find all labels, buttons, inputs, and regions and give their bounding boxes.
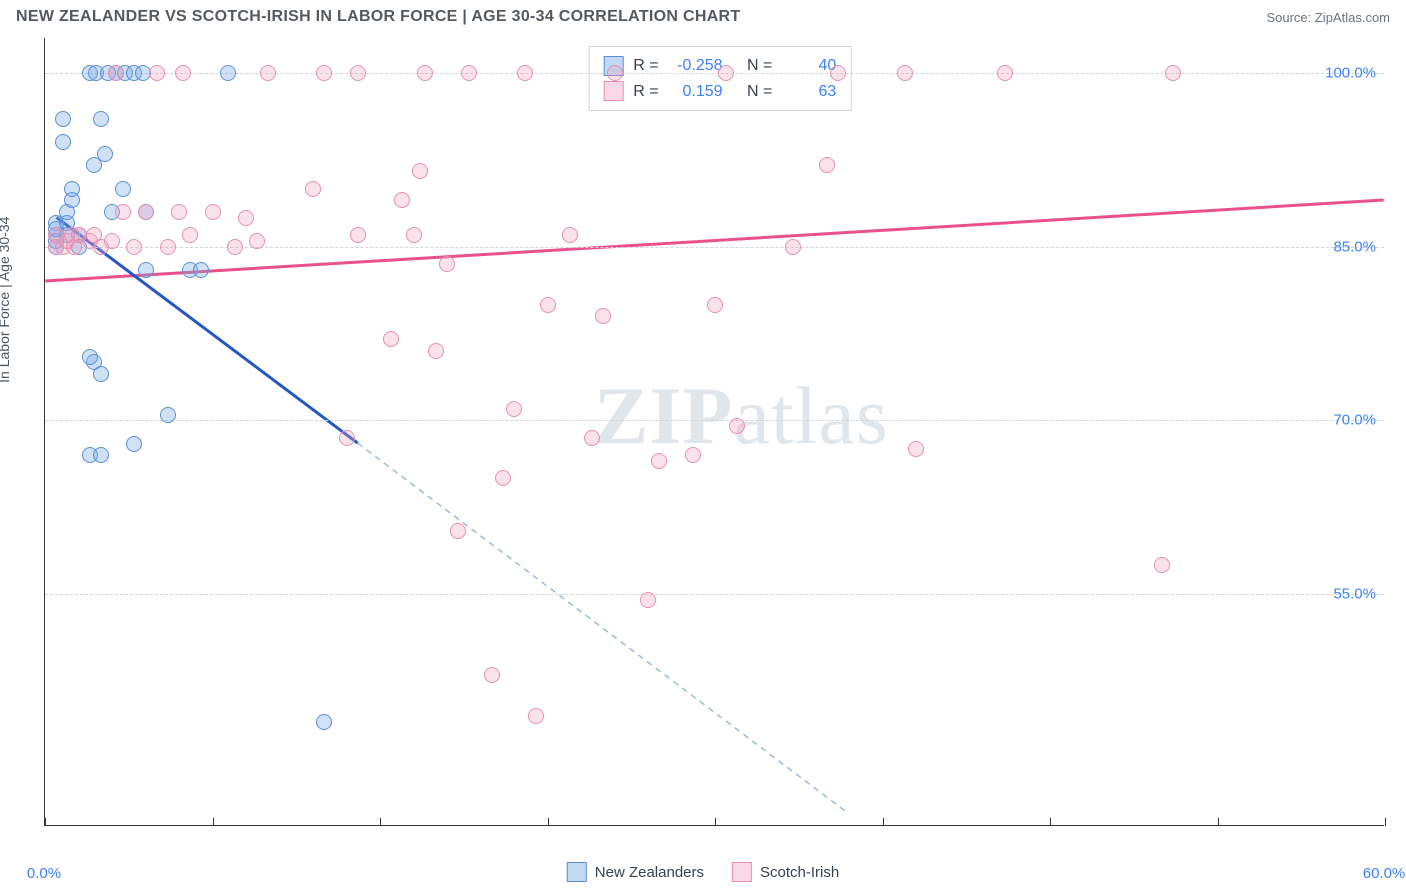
data-point: [908, 441, 924, 457]
swatch-pink-icon: [732, 862, 752, 882]
data-point: [651, 453, 667, 469]
data-point: [182, 227, 198, 243]
data-point: [316, 714, 332, 730]
data-point: [1165, 65, 1181, 81]
data-point: [138, 204, 154, 220]
data-point: [819, 157, 835, 173]
data-point: [607, 65, 623, 81]
chart-title: NEW ZEALANDER VS SCOTCH-IRISH IN LABOR F…: [16, 8, 740, 26]
data-point: [412, 163, 428, 179]
y-tick-label: 70.0%: [1333, 412, 1376, 429]
chart-area: In Labor Force | Age 30-34 ZIPatlas R = …: [0, 30, 1406, 886]
data-point: [126, 436, 142, 452]
swatch-blue-icon: [567, 862, 587, 882]
data-point: [562, 227, 578, 243]
data-point: [86, 157, 102, 173]
data-point: [138, 262, 154, 278]
data-point: [1154, 557, 1170, 573]
r-value-si: 0.159: [669, 79, 723, 105]
data-point: [506, 401, 522, 417]
data-point: [394, 192, 410, 208]
data-point: [227, 239, 243, 255]
data-point: [830, 65, 846, 81]
data-point: [64, 181, 80, 197]
trend-lines: [45, 38, 1384, 825]
data-point: [685, 447, 701, 463]
data-point: [238, 210, 254, 226]
data-point: [126, 239, 142, 255]
data-point: [707, 297, 723, 313]
data-point: [205, 204, 221, 220]
data-point: [484, 667, 500, 683]
data-point: [115, 204, 131, 220]
data-point: [220, 65, 236, 81]
data-point: [528, 708, 544, 724]
data-point: [897, 65, 913, 81]
n-value-si: 63: [782, 79, 836, 105]
y-tick-label: 100.0%: [1325, 64, 1376, 81]
swatch-pink: [603, 81, 623, 101]
data-point: [55, 134, 71, 150]
data-point: [540, 297, 556, 313]
x-tick-label: 0.0%: [27, 865, 61, 882]
data-point: [729, 418, 745, 434]
data-point: [55, 111, 71, 127]
data-point: [260, 65, 276, 81]
data-point: [383, 331, 399, 347]
y-tick-label: 85.0%: [1333, 238, 1376, 255]
data-point: [584, 430, 600, 446]
data-point: [160, 407, 176, 423]
data-point: [93, 447, 109, 463]
n-value-nz: 40: [782, 53, 836, 79]
data-point: [339, 430, 355, 446]
data-point: [93, 366, 109, 382]
data-point: [115, 181, 131, 197]
data-point: [93, 111, 109, 127]
data-point: [785, 239, 801, 255]
data-point: [160, 239, 176, 255]
data-point: [428, 343, 444, 359]
y-tick-label: 55.0%: [1333, 586, 1376, 603]
data-point: [305, 181, 321, 197]
legend-item-nz: New Zealanders: [567, 862, 704, 882]
data-point: [997, 65, 1013, 81]
data-point: [517, 65, 533, 81]
data-point: [82, 349, 98, 365]
data-point: [495, 470, 511, 486]
chart-header: NEW ZEALANDER VS SCOTCH-IRISH IN LABOR F…: [0, 0, 1406, 30]
scatter-plot: ZIPatlas R = -0.258 N = 40 R = 0.159 N =…: [44, 38, 1384, 826]
data-point: [450, 523, 466, 539]
data-point: [461, 65, 477, 81]
legend-item-si: Scotch-Irish: [732, 862, 839, 882]
bottom-legend: New Zealanders Scotch-Irish: [567, 862, 839, 882]
watermark: ZIPatlas: [594, 369, 889, 463]
data-point: [406, 227, 422, 243]
data-point: [350, 65, 366, 81]
data-point: [171, 204, 187, 220]
data-point: [175, 65, 191, 81]
data-point: [417, 65, 433, 81]
data-point: [316, 65, 332, 81]
chart-source: Source: ZipAtlas.com: [1266, 10, 1390, 25]
x-tick-label: 60.0%: [1363, 865, 1406, 882]
corr-row-si: R = 0.159 N = 63: [603, 79, 836, 105]
data-point: [193, 262, 209, 278]
data-point: [350, 227, 366, 243]
data-point: [108, 65, 124, 81]
data-point: [640, 592, 656, 608]
data-point: [595, 308, 611, 324]
data-point: [249, 233, 265, 249]
data-point: [718, 65, 734, 81]
data-point: [149, 65, 165, 81]
data-point: [439, 256, 455, 272]
y-axis-label: In Labor Force | Age 30-34: [0, 217, 12, 383]
data-point: [104, 233, 120, 249]
r-value-nz: -0.258: [669, 53, 723, 79]
